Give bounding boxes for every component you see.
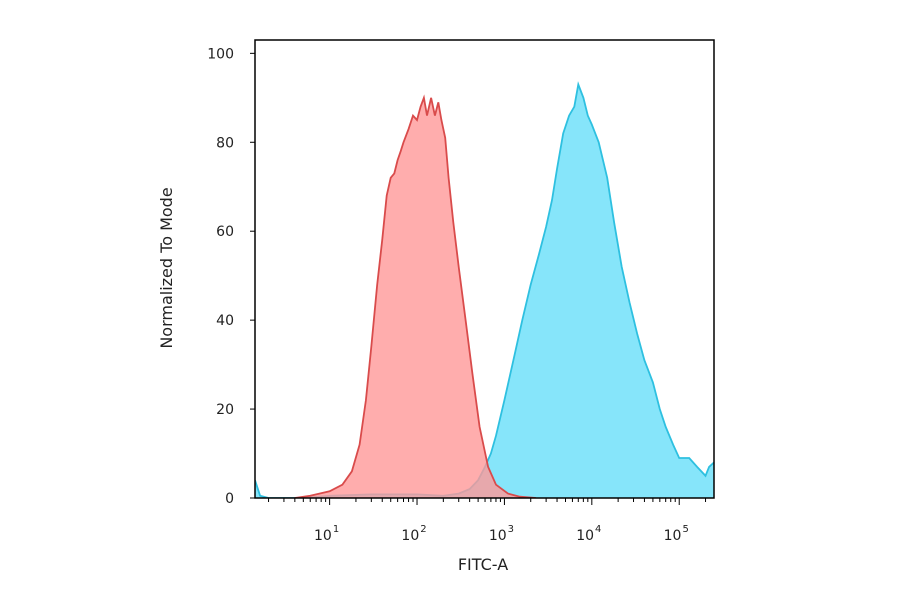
x-tick-label: 104 xyxy=(576,524,601,544)
y-axis-title: Normalized To Mode xyxy=(157,187,176,348)
y-tick-label: 20 xyxy=(216,402,234,418)
y-tick-label: 100 xyxy=(207,46,234,62)
y-tick-label: 80 xyxy=(216,135,234,151)
x-tick-label: 102 xyxy=(401,524,426,544)
blue-histogram-area xyxy=(255,84,714,498)
y-axis: 0 20 40 60 80 100 xyxy=(207,46,255,507)
y-tick-label: 60 xyxy=(216,224,234,240)
red-histogram-line xyxy=(294,94,537,498)
y-tick-label: 40 xyxy=(216,313,234,329)
x-tick-label: 103 xyxy=(489,524,514,544)
plot-area xyxy=(255,81,714,498)
x-tick-label: 101 xyxy=(314,524,339,544)
y-tick-label: 0 xyxy=(225,491,234,507)
x-axis-title: FITC-A xyxy=(458,555,508,574)
x-tick-label: 105 xyxy=(664,524,689,544)
red-histogram-area xyxy=(294,97,536,498)
x-axis: 101 102 103 104 105 xyxy=(268,498,707,544)
plot-frame xyxy=(254,39,715,499)
